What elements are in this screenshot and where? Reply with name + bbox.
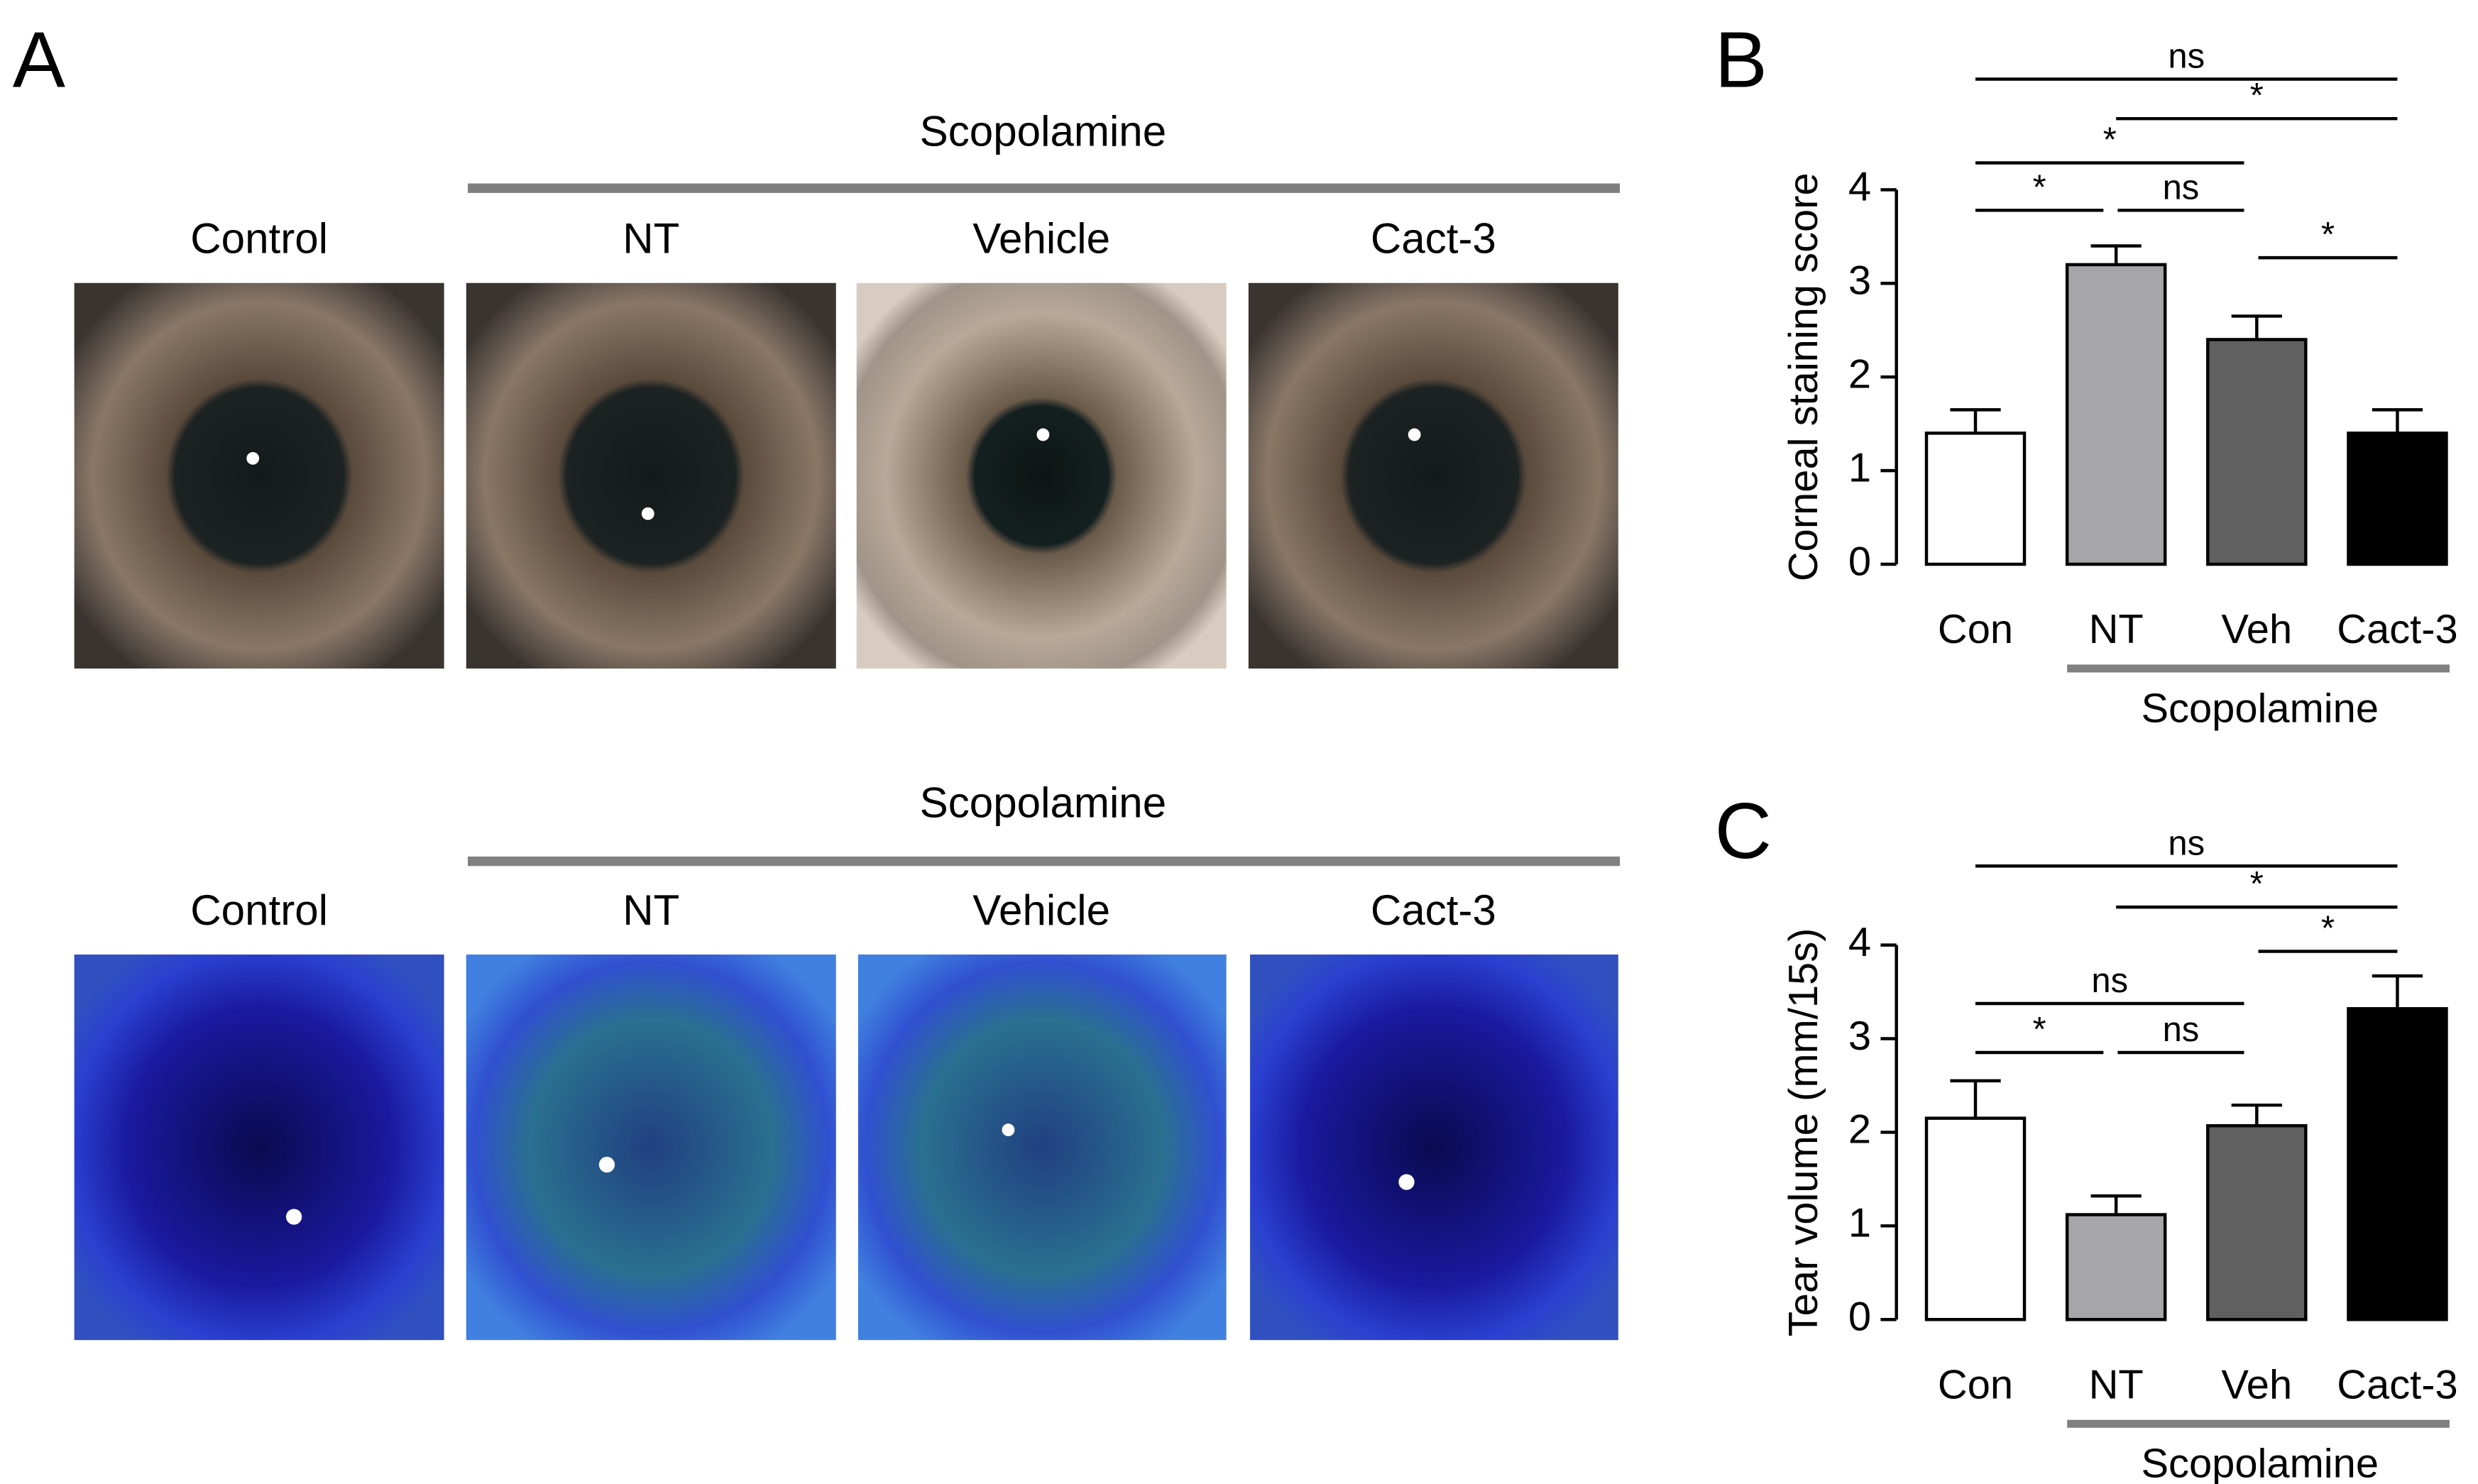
y-tick-label: 2 xyxy=(1848,1107,1871,1153)
reflection xyxy=(1036,428,1050,441)
y-tick-label: 0 xyxy=(1848,1295,1871,1340)
column-label: Vehicle xyxy=(972,215,1110,263)
bar xyxy=(2065,263,2167,566)
x-tick-label: Cact-3 xyxy=(2337,607,2457,652)
panel-label: B xyxy=(1715,16,1767,104)
significance-label: ns xyxy=(2091,962,2128,1000)
y-tick-label: 0 xyxy=(1848,539,1871,584)
photos xyxy=(74,282,1618,1341)
eye-photo xyxy=(857,954,1227,1341)
reflection xyxy=(598,1156,615,1173)
bar xyxy=(1924,432,2027,566)
column-label: Cact-3 xyxy=(1371,215,1496,263)
reflection xyxy=(246,451,260,465)
x-tick-label: NT xyxy=(2089,1362,2144,1407)
y-tick-label: 1 xyxy=(1848,445,1871,490)
bar xyxy=(2065,1213,2167,1321)
significance-label: ns xyxy=(2168,38,2205,76)
eye-photo xyxy=(466,954,836,1341)
eye-photo xyxy=(1250,954,1618,1341)
y-tick-label: 4 xyxy=(1848,165,1871,210)
significance-label: * xyxy=(2250,865,2264,903)
x-tick-label: Cact-3 xyxy=(2337,1362,2457,1407)
y-tick-label: 2 xyxy=(1848,351,1871,397)
x-tick-label: Veh xyxy=(2221,1362,2292,1407)
column-label: NT xyxy=(623,886,679,934)
y-axis-label: Corneal staining score xyxy=(1781,172,1826,581)
bar xyxy=(2347,1007,2448,1321)
bar xyxy=(2206,1123,2308,1321)
y-tick-label: 3 xyxy=(1848,258,1871,304)
eye-photo xyxy=(1248,282,1618,669)
bar xyxy=(2347,432,2448,566)
panel-label: C xyxy=(1715,786,1772,875)
eye-photo xyxy=(74,954,444,1341)
eye-photo xyxy=(856,282,1227,669)
reflection xyxy=(641,507,654,520)
y-tick-label: 3 xyxy=(1848,1013,1871,1059)
column-label: Control xyxy=(190,215,328,263)
panel-label: A xyxy=(13,16,66,104)
group-label: Scopolamine xyxy=(2141,1441,2379,1484)
significance-label: * xyxy=(2321,216,2335,254)
group-label: Scopolamine xyxy=(2141,686,2379,731)
y-tick-label: 1 xyxy=(1848,1201,1871,1246)
significance-label: * xyxy=(2033,168,2046,207)
significance-label: * xyxy=(2321,909,2335,947)
x-tick-label: Veh xyxy=(2221,607,2292,652)
column-label: Control xyxy=(190,886,328,934)
significance-label: * xyxy=(2250,77,2264,115)
eye-photo xyxy=(466,282,836,669)
column-label: NT xyxy=(623,215,679,263)
x-tick-label: NT xyxy=(2089,607,2144,652)
eye-photo xyxy=(74,282,444,669)
significance-label: ns xyxy=(2163,1011,2200,1049)
y-axis-label: Tear volume (mm/15s) xyxy=(1781,928,1826,1337)
significance-label: ns xyxy=(2168,824,2205,862)
group-label: Scopolamine xyxy=(920,107,1167,155)
y-tick-label: 4 xyxy=(1848,920,1871,965)
group-label: Scopolamine xyxy=(920,779,1167,827)
x-tick-label: Con xyxy=(1938,607,2013,652)
reflection xyxy=(1398,1174,1415,1190)
column-label: Cact-3 xyxy=(1371,886,1496,934)
bar xyxy=(1924,1116,2027,1321)
significance-label: * xyxy=(2033,1011,2046,1049)
reflection xyxy=(285,1209,302,1225)
column-label: Vehicle xyxy=(972,886,1110,934)
significance-label: ns xyxy=(2163,168,2200,207)
reflection xyxy=(1408,428,1421,441)
bar xyxy=(2206,338,2308,566)
significance-label: * xyxy=(2103,121,2117,160)
reflection xyxy=(1002,1123,1015,1136)
x-tick-label: Con xyxy=(1938,1362,2013,1407)
